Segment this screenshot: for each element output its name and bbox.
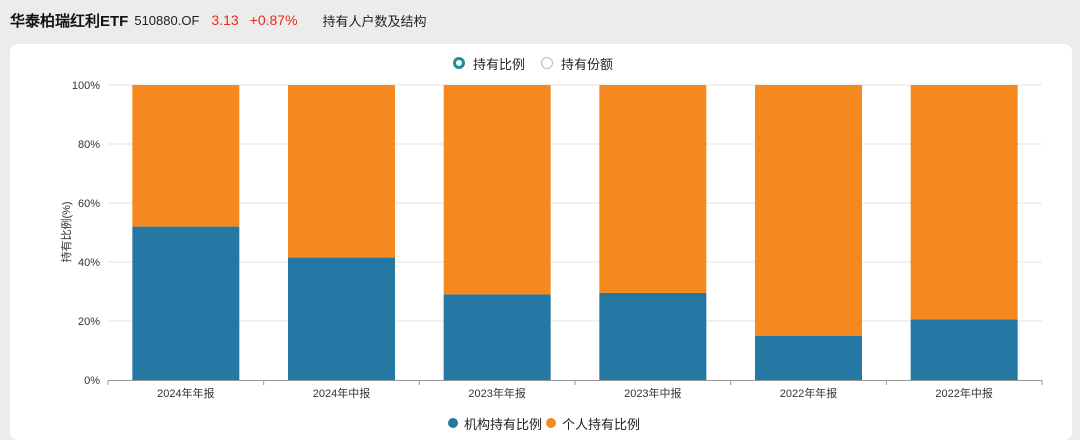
radio-unselected-icon[interactable] [541,57,553,69]
bar-individual[interactable] [755,85,862,336]
legend-institution-label: 机构持有比例 [464,416,543,432]
x-category-label: 2024年年报 [157,386,214,400]
fund-price: 3.13 [211,12,239,28]
bar-institution[interactable] [443,294,551,380]
y-tick-label: 100% [72,80,100,92]
bar-individual[interactable] [910,85,1018,320]
toggle-ratio-label: 持有比例 [473,56,526,72]
bar-institution[interactable] [910,319,1018,380]
radio-selected-icon[interactable] [453,57,465,69]
bar-individual[interactable] [443,85,551,295]
toggle-ratio[interactable]: 持有比例 [453,52,525,74]
legend-institution[interactable]: 机构持有比例 [448,414,542,432]
x-category-label: 2024年中报 [313,386,370,400]
y-tick-label: 20% [78,316,100,328]
toggle-shares-label: 持有份额 [561,56,614,72]
bar-institution[interactable] [755,335,862,380]
y-tick-label: 40% [78,257,100,269]
y-tick-label: 60% [78,198,100,210]
bar-institution[interactable] [132,226,240,380]
fund-name: 华泰柏瑞红利ETF [10,12,129,30]
y-tick-label: 0% [84,375,100,387]
legend-individual-label: 个人持有比例 [562,416,641,432]
x-category-label: 2022年年报 [780,386,837,400]
y-axis-label: 持有比例(%) [59,201,73,262]
bar-individual[interactable] [288,85,395,258]
fund-code: 510880.OF [134,12,200,28]
bar-individual[interactable] [132,85,240,227]
x-category-label: 2022年中报 [935,386,992,400]
header-bar: 华泰柏瑞红利ETF 510880.OF 3.13 +0.87% 持有人户数及结构 [0,0,1080,40]
x-category-label: 2023年中报 [624,386,681,400]
toggle-shares[interactable]: 持有份额 [541,52,613,74]
bar-institution[interactable] [599,292,707,380]
x-category-label: 2023年年报 [468,386,525,400]
legend-institution-swatch [448,418,458,428]
bar-institution[interactable] [288,257,395,380]
bar-individual[interactable] [599,85,707,293]
y-tick-label: 80% [78,139,100,151]
legend-individual-swatch [546,418,556,428]
price-change: +0.87% [249,12,298,28]
legend-individual[interactable]: 个人持有比例 [546,414,640,432]
section-title: 持有人户数及结构 [322,13,427,29]
